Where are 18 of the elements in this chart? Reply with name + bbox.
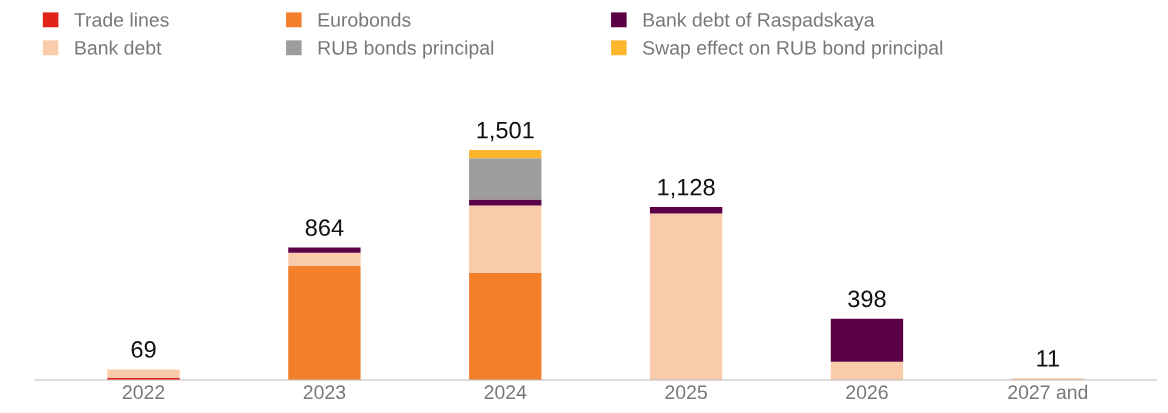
legend-label: Swap effect on RUB bond principal <box>643 40 943 59</box>
x-tick-label: 2022 <box>122 385 165 400</box>
x-tick-label: 2027 and <box>1008 384 1088 400</box>
annotation: 1,128 <box>658 178 715 199</box>
legend-label: Trade lines <box>74 12 169 27</box>
x-tick-label: 2025 <box>665 385 707 400</box>
annotation: 11 <box>1037 350 1059 367</box>
legend-label: Eurobonds <box>318 12 411 27</box>
annotation: 398 <box>848 290 886 308</box>
annotation: 1,501 <box>477 121 534 142</box>
legend-label: Bank debt of Raspadskaya <box>643 12 875 31</box>
annotation: 69 <box>131 341 156 358</box>
x-tick-label: 2024 <box>484 385 527 400</box>
legend-label: Bank debt <box>75 40 162 55</box>
x-tick-label: 2023 <box>303 385 346 400</box>
annotation: 864 <box>305 219 344 237</box>
legend-label: RUB bonds principal <box>318 40 494 59</box>
x-tick-label: 2026 <box>846 385 888 400</box>
